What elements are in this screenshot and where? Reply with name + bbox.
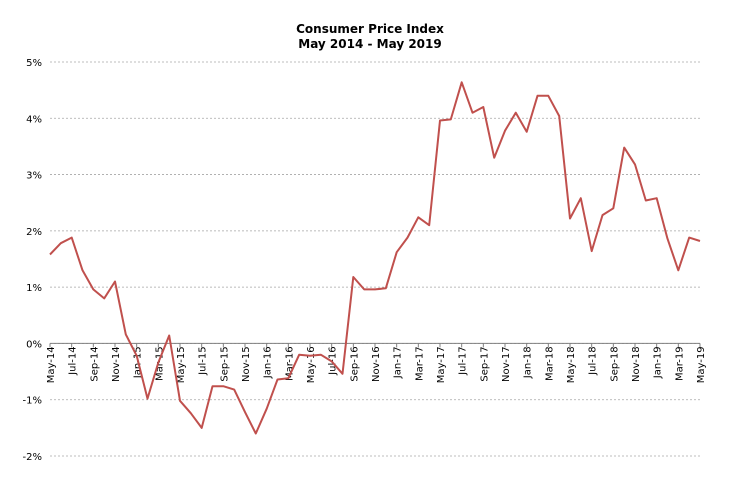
x-tick-label: May-15 (176, 346, 187, 383)
x-tick-label: Jul-18 (588, 346, 599, 375)
x-tick-label: Sep-18 (609, 346, 620, 381)
y-tick-label: 3% (26, 171, 42, 182)
x-tick-label: Nov-15 (241, 346, 252, 382)
x-tick-label: Nov-17 (501, 346, 512, 382)
x-tick-label: Jul-16 (328, 346, 339, 375)
y-tick-label: 5% (26, 58, 42, 69)
x-tick-label: Sep-15 (219, 346, 230, 381)
y-axis-ticks: -2% -1% 0% 1% 2% 3% 4% 5% (23, 58, 42, 463)
chart-title: Consumer Price Index (296, 22, 444, 36)
x-axis (49, 342, 701, 348)
x-tick-label: Mar-19 (674, 346, 685, 381)
y-tick-label: 2% (26, 227, 42, 238)
x-tick-label: Sep-14 (89, 346, 100, 381)
x-tick-label: Mar-15 (154, 346, 165, 381)
chart-subtitle: May 2014 - May 2019 (298, 37, 441, 51)
x-tick-label: May-14 (46, 346, 57, 383)
x-tick-label: Sep-16 (349, 346, 360, 381)
x-tick-label: Mar-17 (414, 346, 425, 381)
x-tick-label: Jul-14 (68, 346, 79, 375)
x-tick-label: Nov-14 (111, 346, 122, 382)
x-tick-label: Sep-17 (479, 346, 490, 381)
x-tick-label: Jan-17 (393, 346, 404, 379)
x-tick-label: Jul-15 (198, 346, 209, 375)
series-layer (49, 81, 701, 435)
y-tick-label: -2% (23, 452, 42, 463)
y-tick-label: -1% (23, 396, 42, 407)
y-tick-label: 4% (26, 114, 42, 125)
y-tick-label: 0% (26, 339, 42, 350)
y-tick-label: 1% (26, 283, 42, 294)
x-axis-ticks: May-14 Jul-14 Sep-14 Nov-14 Jan-15 Mar-15 May-… (46, 346, 707, 383)
x-tick-label: May-18 (566, 346, 577, 383)
x-tick-label: May-16 (306, 346, 317, 383)
x-tick-label: Mar-16 (284, 346, 295, 381)
x-tick-label: Nov-16 (371, 346, 382, 382)
x-tick-label: May-17 (436, 346, 447, 383)
x-tick-label: Jan-16 (263, 346, 274, 379)
x-tick-label: May-19 (696, 346, 707, 383)
x-tick-label: Mar-18 (544, 346, 555, 381)
x-tick-label: Jan-19 (653, 346, 664, 379)
x-tick-label: Nov-18 (631, 346, 642, 382)
x-tick-label: Jul-17 (458, 346, 469, 375)
x-tick-label: Jan-18 (523, 346, 534, 379)
